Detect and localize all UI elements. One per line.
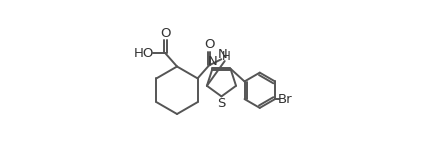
Text: O: O xyxy=(160,27,171,40)
Text: H: H xyxy=(222,50,230,63)
Text: N: N xyxy=(218,49,228,61)
Text: Br: Br xyxy=(277,93,292,106)
Text: S: S xyxy=(217,97,225,110)
Text: HO: HO xyxy=(134,47,154,60)
Text: O: O xyxy=(204,39,214,51)
Text: N: N xyxy=(208,55,217,68)
